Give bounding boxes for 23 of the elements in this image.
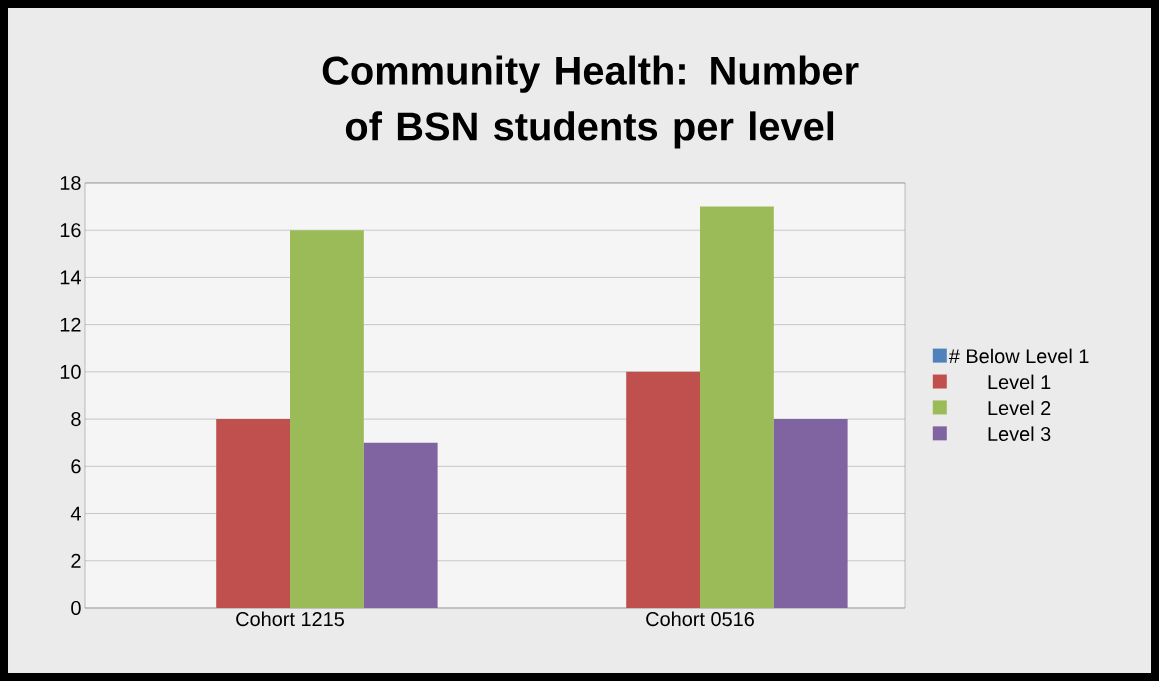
y-tick-label: 2 [71, 553, 81, 568]
x-tick-label: Cohort 1215 [236, 611, 344, 627]
y-tick-label: 0 [71, 600, 81, 616]
y-tick-label: 18 [60, 175, 81, 191]
x-tick-label: Cohort 0516 [646, 611, 754, 627]
bar [773, 419, 848, 608]
y-tick-label: 4 [70, 506, 81, 521]
legend-label: # Below Level 1 [948, 348, 1089, 364]
bar [216, 419, 291, 608]
chart-title: Community Health: Number of BSN students per level [322, 55, 859, 149]
y-tick-label: 10 [60, 364, 81, 379]
y-tick-label: 12 [60, 317, 81, 332]
y-tick-label: 14 [60, 270, 81, 285]
bar [290, 230, 364, 608]
bar [700, 206, 774, 608]
bar [363, 442, 438, 608]
y-tick-label: 6 [71, 459, 81, 474]
bar [626, 371, 701, 608]
legend-label: Level 1 [988, 374, 1051, 390]
legend-label: Level 2 [988, 400, 1051, 416]
y-tick-label: 8 [71, 412, 81, 427]
y-tick-label: 16 [60, 223, 81, 238]
legend-label: Level 3 [988, 426, 1051, 442]
